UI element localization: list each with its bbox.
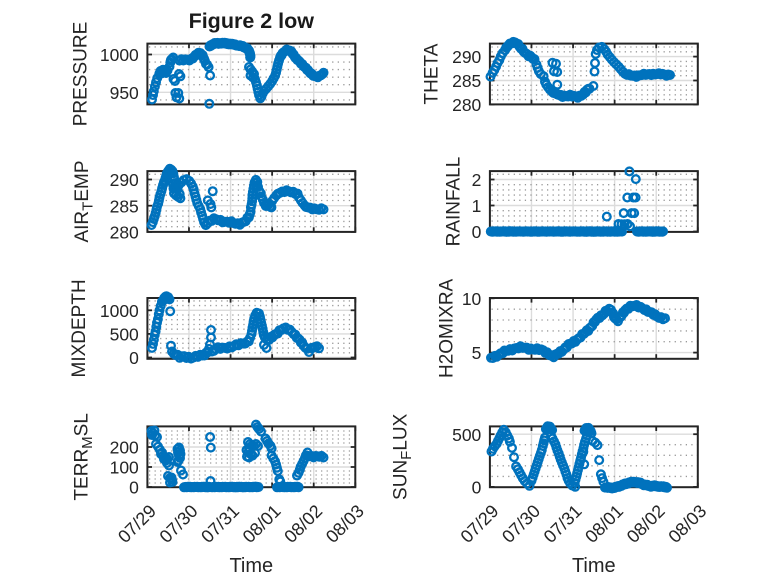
svg-text:2: 2 [472, 170, 482, 190]
svg-text:0: 0 [472, 478, 482, 498]
svg-text:950: 950 [110, 83, 139, 103]
svg-text:RAINFALL: RAINFALL [444, 157, 465, 247]
svg-text:285: 285 [452, 71, 481, 91]
svg-text:285: 285 [110, 196, 139, 216]
svg-text:SUNFLUX: SUNFLUX [391, 413, 416, 500]
svg-text:200: 200 [110, 438, 139, 458]
svg-text:5: 5 [472, 343, 482, 363]
svg-text:500: 500 [110, 325, 139, 345]
svg-text:290: 290 [110, 170, 139, 190]
svg-text:0: 0 [129, 348, 139, 368]
svg-text:280: 280 [452, 95, 481, 115]
svg-text:290: 290 [452, 47, 481, 67]
svg-text:1000: 1000 [100, 301, 139, 321]
svg-text:100: 100 [110, 458, 139, 478]
svg-text:TERRMSL: TERRMSL [72, 413, 97, 500]
svg-text:THETA: THETA [422, 43, 443, 104]
svg-text:PRESSURE: PRESSURE [71, 22, 92, 127]
svg-text:Time: Time [572, 555, 616, 577]
svg-text:0: 0 [472, 222, 482, 242]
svg-text:Time: Time [229, 555, 273, 577]
svg-text:MIXDEPTH: MIXDEPTH [69, 279, 90, 377]
svg-text:AIRTEMP: AIRTEMP [72, 160, 97, 242]
svg-text:1: 1 [472, 196, 482, 216]
svg-text:0: 0 [129, 478, 139, 498]
svg-text:500: 500 [452, 425, 481, 445]
svg-text:10: 10 [462, 289, 482, 309]
svg-text:Figure 2 low: Figure 2 low [189, 9, 315, 33]
svg-text:H2OMIXRA: H2OMIXRA [437, 278, 458, 378]
svg-text:280: 280 [110, 223, 139, 243]
svg-text:1000: 1000 [100, 45, 139, 65]
